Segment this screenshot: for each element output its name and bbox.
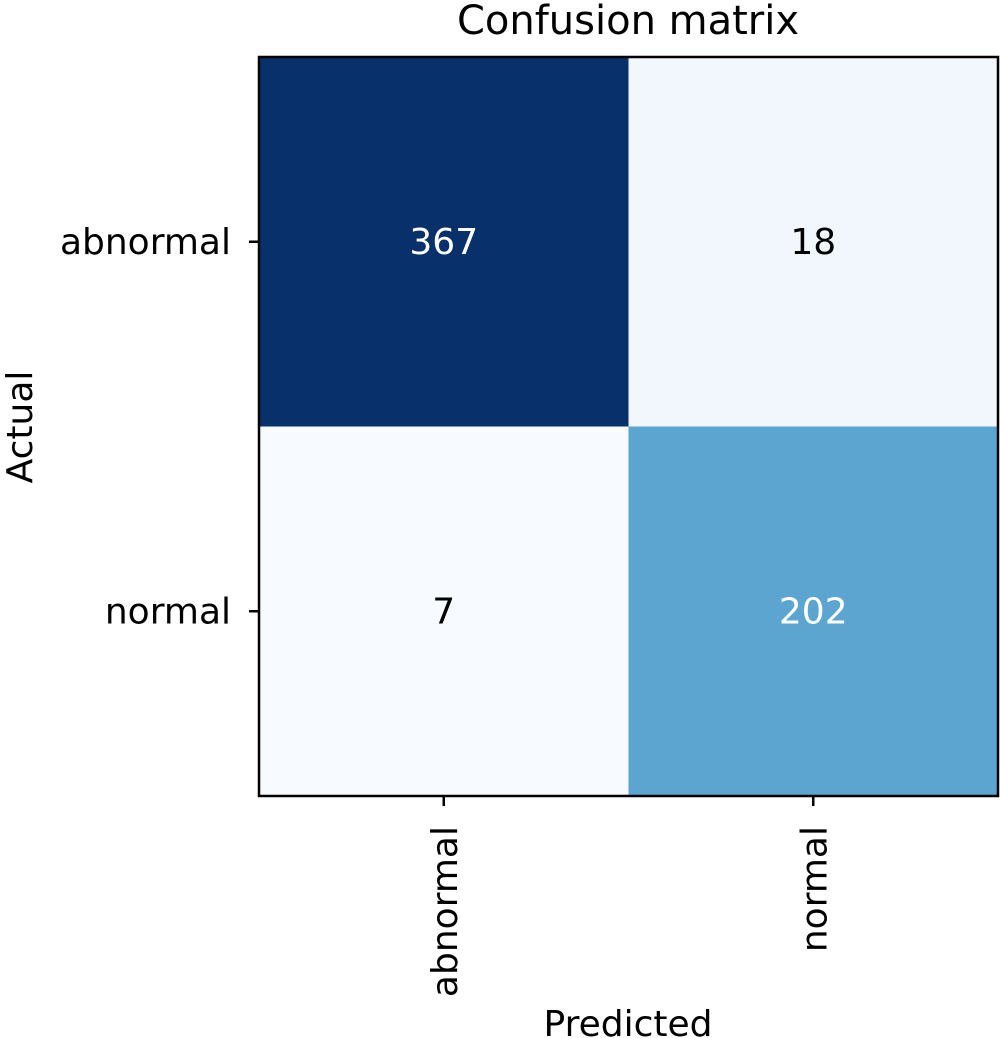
cell-value-label-abnormal-abnormal: 367: [409, 222, 478, 263]
heatmap-cell-normal-normal: [628, 426, 998, 796]
y-axis-label: Actual: [0, 371, 41, 484]
cell-value-label-abnormal-normal: 18: [790, 222, 836, 263]
plot-frame: [257, 55, 1000, 798]
heatmap-cell-normal-abnormal: [259, 426, 629, 796]
x-tick-label-normal: normal: [794, 826, 835, 952]
heatmap-cells: [259, 57, 998, 796]
cell-value-label-normal-normal: 202: [779, 591, 848, 632]
x-axis-label: Predicted: [544, 1004, 713, 1038]
y-tick-label-normal: normal: [105, 591, 231, 632]
heatmap-cell-abnormal-abnormal: [259, 57, 629, 427]
axis-ticks: abnormal normal abnormal normal: [60, 222, 835, 997]
chart-title: Confusion matrix: [457, 0, 799, 44]
cell-value-labels: 367 18 7 202: [409, 222, 847, 633]
x-tick-label-abnormal: abnormal: [425, 826, 466, 997]
heatmap-cell-abnormal-normal: [628, 57, 998, 427]
cell-value-label-normal-abnormal: 7: [432, 591, 455, 632]
y-tick-label-abnormal: abnormal: [60, 222, 231, 263]
